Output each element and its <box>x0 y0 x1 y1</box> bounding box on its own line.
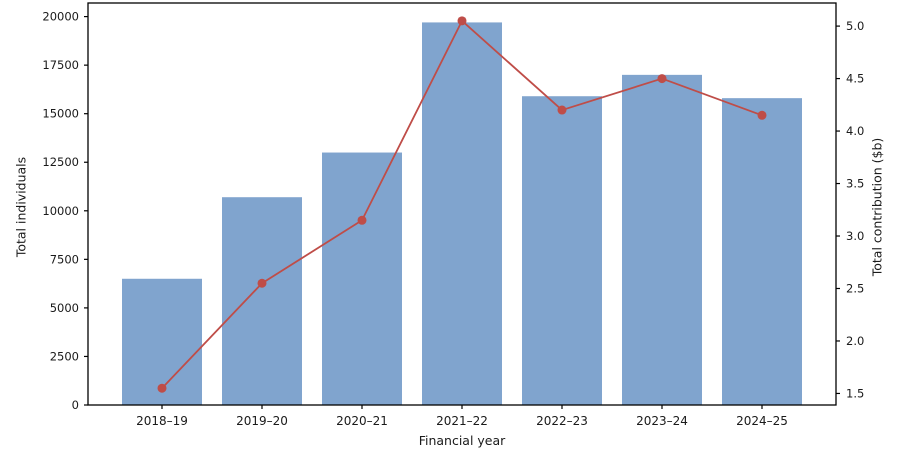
x-tick-label: 2019–20 <box>236 414 288 428</box>
line-marker-4 <box>557 105 567 115</box>
right-tick-label: 1.5 <box>846 386 864 400</box>
x-tick-label: 2022–23 <box>536 414 588 428</box>
left-tick-label: 15000 <box>42 107 79 121</box>
bar-6 <box>722 98 802 405</box>
left-tick-label: 20000 <box>42 10 79 24</box>
right-tick-label: 2.5 <box>846 281 864 295</box>
left-tick-label: 2500 <box>50 349 79 363</box>
bar-4 <box>522 96 602 405</box>
x-tick-label: 2024–25 <box>736 414 788 428</box>
bar-5 <box>622 74 702 405</box>
line-marker-6 <box>757 110 767 120</box>
x-tick-label: 2021–22 <box>436 414 488 428</box>
x-axis-label: Financial year <box>418 433 506 448</box>
bar-3 <box>422 22 502 406</box>
line-marker-3 <box>457 16 467 26</box>
line-marker-1 <box>257 278 267 288</box>
right-tick-label: 4.0 <box>846 124 864 138</box>
left-tick-label: 7500 <box>50 252 79 266</box>
left-tick-label: 0 <box>72 398 79 412</box>
left-tick-label: 12500 <box>42 155 79 169</box>
right-tick-label: 3.5 <box>846 177 864 191</box>
right-tick-label: 2.0 <box>846 334 864 348</box>
line-marker-2 <box>357 215 367 225</box>
x-tick-label: 2023–24 <box>636 414 688 428</box>
right-tick-label: 4.5 <box>846 72 864 86</box>
left-tick-label: 10000 <box>42 204 79 218</box>
x-tick-label: 2020–21 <box>336 414 388 428</box>
x-tick-label: 2018–19 <box>136 414 188 428</box>
bar-1 <box>222 197 302 405</box>
line-marker-5 <box>657 74 667 84</box>
right-tick-label: 3.0 <box>846 229 864 243</box>
right-tick-label: 5.0 <box>846 19 864 33</box>
right-y-axis-label: Total contribution ($b) <box>869 137 885 277</box>
line-marker-0 <box>157 383 167 393</box>
left-tick-label: 17500 <box>42 58 79 72</box>
left-y-axis-label: Total individuals <box>13 156 29 258</box>
bar-2 <box>322 152 402 405</box>
left-tick-label: 5000 <box>50 301 79 315</box>
